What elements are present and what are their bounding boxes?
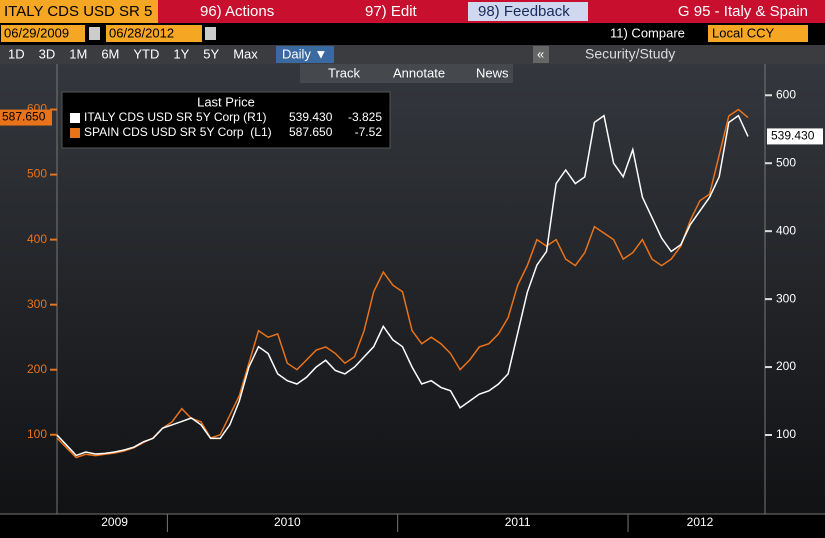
y-tick-label: 400 xyxy=(27,232,47,246)
collapse: « xyxy=(537,46,544,61)
x-tick-label: 2012 xyxy=(687,515,714,529)
currency-box[interactable] xyxy=(708,25,808,42)
legend-label: SPAIN CDS USD SR 5Y Corp (L1) xyxy=(84,125,272,139)
legend-swatch xyxy=(70,128,80,138)
period[interactable]: 3D xyxy=(39,46,56,61)
tool[interactable]: Annotate xyxy=(393,65,445,80)
study[interactable]: Security/Study xyxy=(585,46,675,62)
frequency: Daily ▼ xyxy=(282,46,327,61)
period[interactable]: 1M xyxy=(69,46,87,61)
last-price-tag xyxy=(767,128,823,145)
last-price-tag xyxy=(0,109,52,126)
series-line xyxy=(56,114,749,457)
calendar-icon[interactable] xyxy=(205,27,216,40)
legend-last: 587.650 xyxy=(289,125,333,139)
menu-item[interactable]: 96) Actions xyxy=(200,3,274,20)
y-tick-label: 300 xyxy=(27,297,47,311)
y2-tick-label: 400 xyxy=(776,223,796,237)
toolbar xyxy=(0,45,825,64)
x-tick-label: 2009 xyxy=(101,515,128,529)
currency: Local CCY xyxy=(712,25,774,40)
feedback-box xyxy=(468,2,588,21)
page-title: G 95 - Italy & Spain xyxy=(678,3,808,20)
y2-tick-label: 100 xyxy=(776,427,796,441)
legend-swatch xyxy=(70,113,80,123)
x-tick-label: 2010 xyxy=(274,515,301,529)
y-tick-label: 200 xyxy=(27,362,47,376)
menu-item[interactable]: 97) Edit xyxy=(365,3,418,20)
y2-tick-label: 500 xyxy=(776,155,796,169)
x-tick-label: 2011 xyxy=(505,515,531,529)
period[interactable]: Max xyxy=(233,46,258,61)
start-date: 06/29/2009 xyxy=(4,25,69,40)
period[interactable]: YTD xyxy=(133,46,159,61)
legend xyxy=(61,91,391,149)
y-tick-label: 500 xyxy=(27,167,47,181)
legend-label: ITALY CDS USD SR 5Y Corp (R1) xyxy=(84,110,267,124)
end-date: 06/28/2012 xyxy=(109,25,174,40)
tool-box xyxy=(300,64,513,83)
collapse-box[interactable] xyxy=(533,46,549,63)
y2-tick-label: 300 xyxy=(776,291,796,305)
legend-change: -7.52 xyxy=(355,125,383,139)
y2-tick-label: 600 xyxy=(776,87,796,101)
legend-change: -3.825 xyxy=(348,110,382,124)
period[interactable]: 1Y xyxy=(173,46,189,61)
ticker-box xyxy=(0,0,158,23)
period[interactable]: 5Y xyxy=(203,46,219,61)
legend-last: 539.430 xyxy=(289,110,333,124)
tool[interactable]: News xyxy=(476,65,509,80)
y-tick-label: 100 xyxy=(27,427,47,441)
tool[interactable]: Track xyxy=(328,65,361,80)
calendar-icon[interactable] xyxy=(89,27,100,40)
date-box[interactable] xyxy=(1,25,85,42)
compare[interactable]: 11) Compare xyxy=(610,25,685,40)
x-axis-band xyxy=(0,514,825,538)
date-box[interactable] xyxy=(106,25,202,42)
period[interactable]: 1D xyxy=(8,46,25,61)
period[interactable]: 6M xyxy=(101,46,119,61)
series-line xyxy=(56,108,749,459)
y2-tick-label: 200 xyxy=(776,359,796,373)
frequency-box[interactable] xyxy=(276,46,334,63)
last-price-label: 539.430 xyxy=(771,129,815,143)
last-price-label: 587.650 xyxy=(2,110,46,124)
legend-title: Last Price xyxy=(197,94,255,109)
menu-item[interactable]: 98) Feedback xyxy=(478,3,570,20)
ticker: ITALY CDS USD SR 5 xyxy=(4,3,152,20)
